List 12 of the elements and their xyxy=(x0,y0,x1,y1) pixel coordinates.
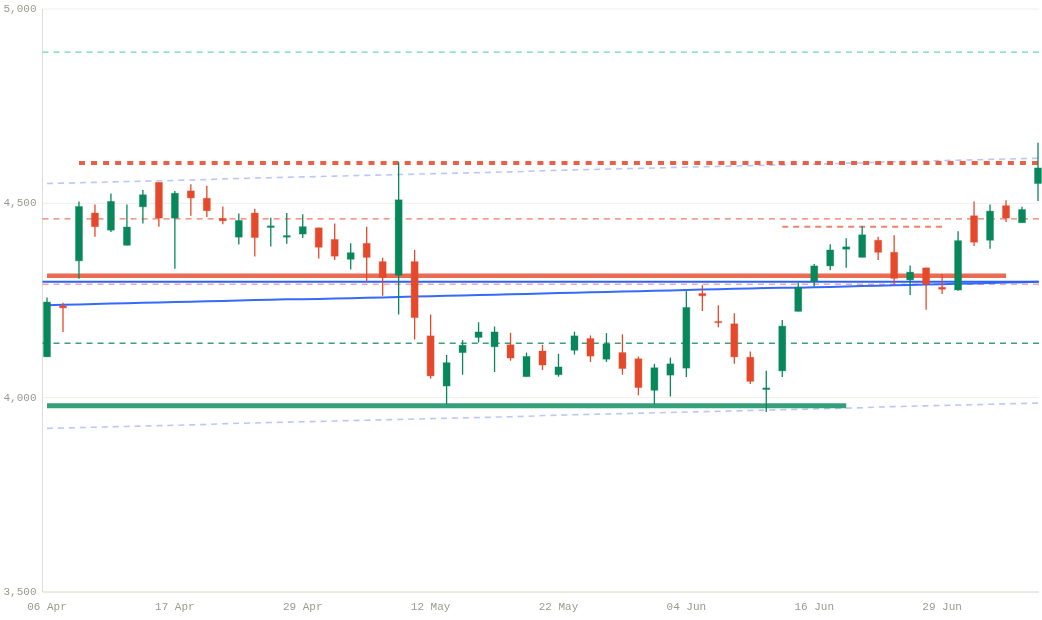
x-tick-label: 04 Jun xyxy=(666,601,707,613)
y-tick-label: 3,500 xyxy=(3,586,37,598)
y-tick-label: 4,500 xyxy=(3,197,37,210)
x-tick-label: 29 Apr xyxy=(282,601,323,613)
x-tick-label: 12 May xyxy=(410,601,451,613)
x-tick-label: 06 Apr xyxy=(27,601,67,613)
x-tick-label: 29 Jun xyxy=(922,601,962,613)
x-tick-label: 16 Jun xyxy=(794,601,835,613)
x-tick-label: 17 Apr xyxy=(155,601,195,613)
x-tick-label: 22 May xyxy=(538,601,579,613)
y-tick-label: 5,000 xyxy=(3,3,37,15)
y-tick-label: 4,000 xyxy=(3,391,37,404)
